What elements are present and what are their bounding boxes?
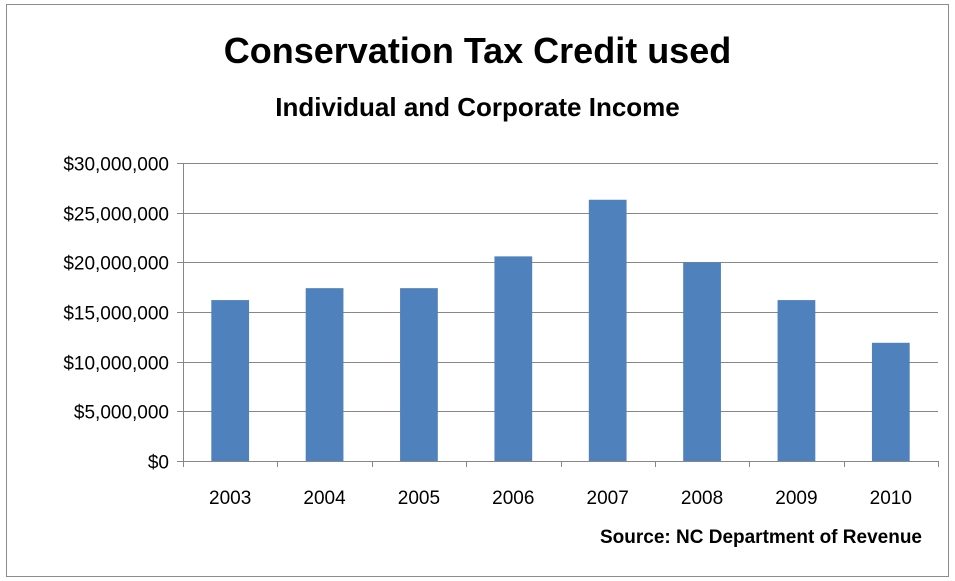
axes	[177, 163, 939, 467]
chart-subtitle: Individual and Corporate Income	[275, 92, 680, 122]
y-tick-label: $25,000,000	[63, 205, 169, 226]
bar-2006	[494, 256, 533, 461]
y-tick-label: $20,000,000	[63, 254, 169, 275]
bar-2003	[211, 300, 250, 461]
bar-2007	[588, 199, 627, 461]
x-tick-label: 2007	[587, 488, 629, 509]
y-tick-label: $5,000,000	[74, 403, 169, 424]
y-tick-label: $15,000,000	[63, 304, 169, 325]
x-tick-labels: 2003 2004 2005 2006 2007 2008 2009 2010	[209, 488, 912, 509]
y-tick-label: $0	[148, 453, 169, 474]
bar-2008	[683, 262, 721, 461]
x-tick-label: 2009	[775, 488, 817, 509]
y-tick-labels: $0 $5,000,000 $10,000,000 $15,000,000 $20,00…	[63, 155, 169, 474]
x-tick-label: 2003	[209, 488, 251, 509]
x-tick-label: 2006	[492, 488, 534, 509]
gridlines	[183, 163, 938, 412]
bar-2005	[400, 288, 438, 461]
y-tick-label: $10,000,000	[63, 354, 169, 375]
x-tick-label: 2008	[681, 488, 723, 509]
chart-title: Conservation Tax Credit used	[223, 30, 732, 71]
bar-2004	[305, 288, 344, 461]
x-tick-label: 2004	[303, 488, 346, 509]
source-note: Source: NC Department of Revenue	[599, 527, 922, 548]
y-tick-label: $30,000,000	[63, 155, 169, 176]
bars	[211, 199, 910, 461]
x-tick-label: 2010	[870, 488, 912, 509]
x-tick-label: 2005	[398, 488, 440, 509]
bar-2009	[777, 300, 816, 461]
bar-2010	[871, 342, 910, 461]
chart-frame	[6, 4, 949, 577]
